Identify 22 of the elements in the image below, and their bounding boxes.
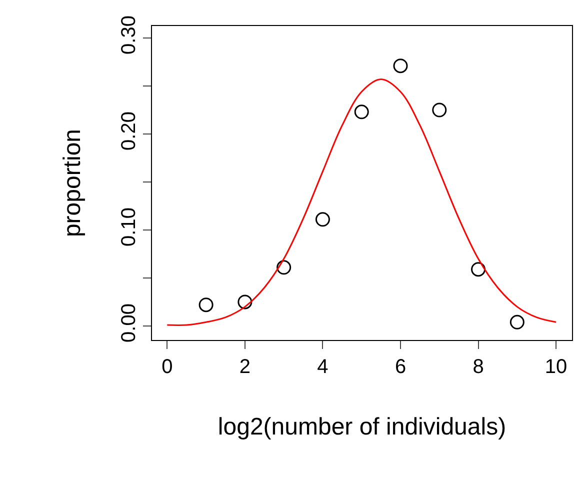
point <box>315 212 330 227</box>
point <box>238 294 252 310</box>
y-tick-label: 0.20 <box>118 112 140 150</box>
y-tick-label: 0.30 <box>118 16 140 54</box>
y-axis-title: proportion <box>59 128 86 238</box>
point <box>393 58 408 74</box>
x-axis-title: log2(number of individuals) <box>218 413 506 440</box>
point <box>354 104 369 120</box>
x-tick-label: 0 <box>162 356 173 378</box>
x-tick-label: 4 <box>317 356 328 378</box>
point <box>276 260 292 275</box>
y-tick-label: 0.10 <box>118 208 140 246</box>
point <box>510 314 524 330</box>
point <box>471 262 486 277</box>
point <box>198 298 214 312</box>
x-tick-label: 2 <box>239 356 251 378</box>
y-tick-label: 0.00 <box>118 304 140 342</box>
x-tick-label: 10 <box>544 356 568 378</box>
x-tick-label: 6 <box>394 356 406 378</box>
point <box>432 102 447 118</box>
x-tick-label: 8 <box>472 356 484 378</box>
line-series <box>166 78 557 326</box>
